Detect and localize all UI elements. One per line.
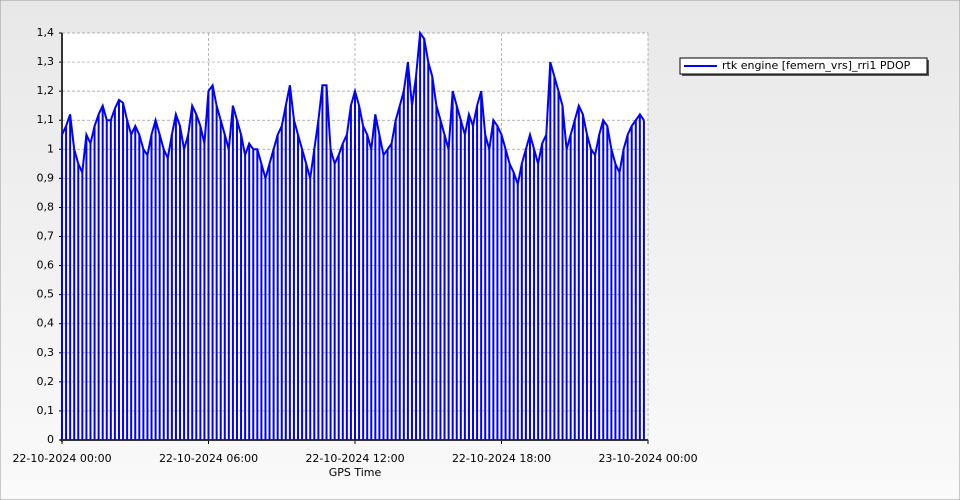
y-tick-label: 0,9 [37, 171, 55, 184]
x-tick-label: 22-10-2024 18:00 [452, 452, 551, 465]
y-tick-label: 0,5 [37, 288, 55, 301]
y-tick-label: 0,6 [37, 259, 55, 272]
y-tick-label: 0 [47, 433, 54, 446]
y-tick-label: 0,4 [37, 317, 55, 330]
y-tick-label: 0,1 [37, 404, 55, 417]
legend-box [679, 57, 928, 75]
series-line [61, 30, 645, 189]
x-tick-label: 22-10-2024 12:00 [305, 452, 404, 465]
y-tick-label: 0,3 [37, 346, 55, 359]
y-tick-label: 1,2 [37, 84, 55, 97]
x-tick-label: 22-10-2024 00:00 [12, 452, 111, 465]
y-tick-label: 0,2 [37, 375, 55, 388]
y-tick-label: 1,3 [37, 55, 55, 68]
x-tick-label: 22-10-2024 06:00 [159, 452, 258, 465]
x-tick-label: 23-10-2024 00:00 [598, 452, 697, 465]
legend-label: rtk engine [femern_vrs]_rri1 PDOP [722, 59, 911, 72]
y-tick-label: 0,7 [37, 230, 55, 243]
y-tick-label: 1,4 [37, 26, 55, 39]
y-tick-label: 1,1 [37, 113, 55, 126]
y-tick-label: 0,8 [37, 200, 55, 213]
x-axis-title: GPS Time [329, 466, 382, 479]
y-tick-label: 1 [47, 142, 54, 155]
